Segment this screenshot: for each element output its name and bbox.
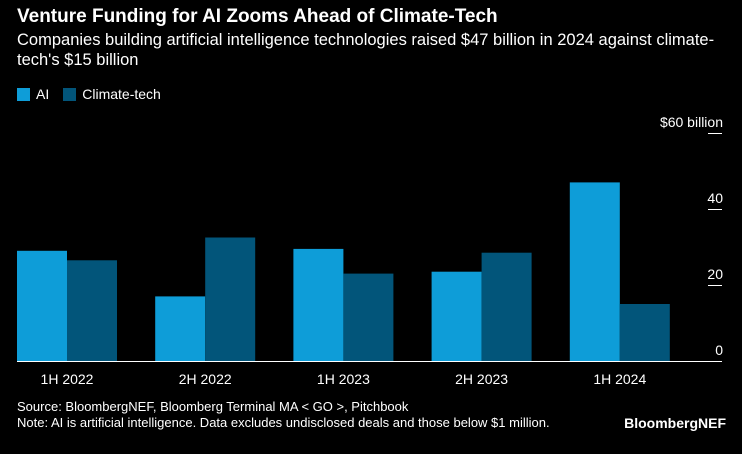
legend-label-climate-tech: Climate-tech bbox=[82, 86, 161, 102]
bar-climate-tech-2h-2023 bbox=[481, 252, 532, 361]
legend-item-climate-tech: Climate-tech bbox=[63, 86, 161, 102]
y-tick-label: 40 bbox=[707, 190, 723, 206]
source-note: Source: BloombergNEF, Bloomberg Terminal… bbox=[17, 399, 409, 414]
legend-swatch-ai bbox=[17, 87, 30, 101]
y-tick-label: $60 billion bbox=[660, 114, 723, 130]
footnote: Note: AI is artificial intelligence. Dat… bbox=[17, 415, 550, 430]
bar-climate-tech-1h-2023 bbox=[343, 273, 394, 361]
x-tick-label: 2H 2023 bbox=[455, 371, 508, 387]
x-tick-label: 2H 2022 bbox=[179, 371, 232, 387]
legend-item-ai: AI bbox=[17, 86, 49, 102]
y-tick-label: 20 bbox=[707, 266, 723, 282]
bar-climate-tech-1h-2022 bbox=[67, 260, 117, 361]
legend-swatch-climate-tech bbox=[63, 87, 77, 101]
x-tick-label: 1H 2022 bbox=[41, 371, 94, 387]
legend-label-ai: AI bbox=[36, 86, 50, 102]
bar-climate-tech-2h-2022 bbox=[205, 237, 256, 361]
bar-ai-1h-2023 bbox=[293, 248, 344, 361]
x-tick-label: 1H 2024 bbox=[593, 371, 646, 387]
bar-ai-2h-2023 bbox=[431, 271, 482, 361]
bar-ai-1h-2024 bbox=[569, 182, 620, 361]
bar-climate-tech-1h-2024 bbox=[619, 304, 670, 361]
legend: AI Climate-tech bbox=[17, 86, 175, 102]
chart-title: Venture Funding for AI Zooms Ahead of Cl… bbox=[17, 6, 498, 27]
y-tick-label: 0 bbox=[715, 342, 723, 358]
footer: Source: BloombergNEF, Bloomberg Terminal… bbox=[17, 399, 550, 431]
bar-ai-1h-2022 bbox=[17, 250, 67, 361]
brand-logo: BloombergNEF bbox=[624, 415, 726, 431]
bar-ai-2h-2022 bbox=[155, 296, 206, 361]
chart-subtitle: Companies building artificial intelligen… bbox=[17, 31, 715, 69]
x-tick-label: 1H 2023 bbox=[317, 371, 370, 387]
